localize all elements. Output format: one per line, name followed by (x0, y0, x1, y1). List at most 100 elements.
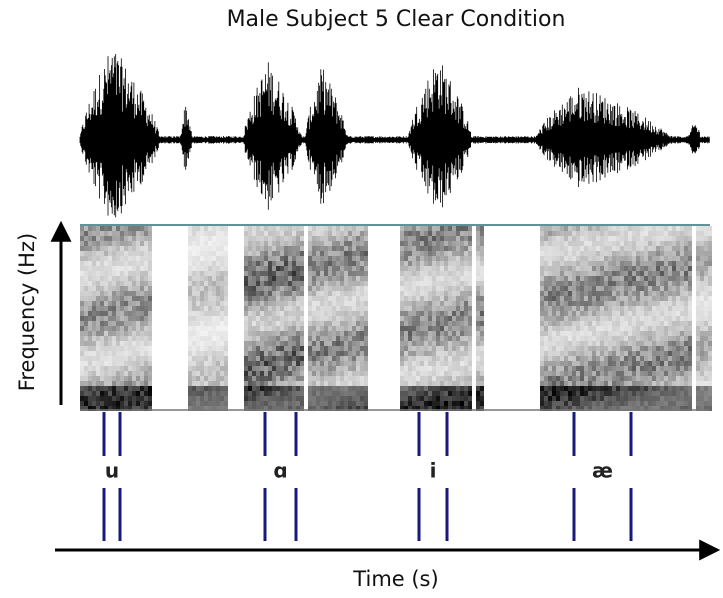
spectrogram-cell (660, 266, 664, 271)
spectrogram-cell (256, 281, 260, 286)
spectrogram-cell (400, 236, 404, 241)
spectrogram-cell (476, 366, 480, 371)
spectrogram-cell (412, 311, 416, 316)
spectrogram-cell (208, 271, 212, 276)
spectrogram-cell (364, 391, 368, 396)
spectrogram-cell (360, 331, 364, 336)
spectrogram-cell (312, 241, 316, 246)
spectrogram-cell (676, 291, 680, 296)
spectrogram-cell (680, 326, 684, 331)
spectrogram-cell (636, 296, 640, 301)
spectrogram-cell (340, 356, 344, 361)
spectrogram-cell (644, 301, 648, 306)
spectrogram-cell (272, 271, 276, 276)
spectrogram-cell (96, 226, 100, 231)
spectrogram-cell (80, 351, 84, 356)
spectrogram-cell (468, 396, 472, 401)
spectrogram-cell (460, 266, 464, 271)
spectrogram-cell (544, 301, 548, 306)
spectrogram-cell (268, 386, 272, 391)
spectrogram-cell (704, 346, 708, 351)
spectrogram-cell (672, 306, 676, 311)
spectrogram-cell (592, 326, 596, 331)
spectrogram-cell (432, 391, 436, 396)
spectrogram-cell (80, 261, 84, 266)
spectrogram-cell (596, 306, 600, 311)
spectrogram-cell (708, 396, 712, 401)
spectrogram-cell (584, 346, 588, 351)
spectrogram-cell (448, 271, 452, 276)
spectrogram-cell (344, 396, 348, 401)
spectrogram-cell (280, 251, 284, 256)
spectrogram-cell (104, 321, 108, 326)
spectrogram-cell (464, 236, 468, 241)
spectrogram-cell (328, 401, 332, 406)
spectrogram-cell (192, 291, 196, 296)
spectrogram-cell (444, 381, 448, 386)
spectrogram-cell (592, 346, 596, 351)
spectrogram-cell (640, 371, 644, 376)
spectrogram-cell (144, 316, 148, 321)
spectrogram-cell (568, 366, 572, 371)
spectrogram-cell (316, 306, 320, 311)
spectrogram-cell (344, 316, 348, 321)
spectrogram-cell (448, 326, 452, 331)
spectrogram-cell (264, 361, 268, 366)
spectrogram-cell (292, 326, 296, 331)
spectrogram-cell (404, 256, 408, 261)
spectrogram-cell (568, 296, 572, 301)
spectrogram-cell (88, 241, 92, 246)
spectrogram-cell (644, 316, 648, 321)
spectrogram-cell (580, 226, 584, 231)
spectrogram-cell (576, 226, 580, 231)
spectrogram-cell (416, 346, 420, 351)
spectrogram-cell (204, 291, 208, 296)
spectrogram-cell (344, 381, 348, 386)
spectrogram-cell (196, 281, 200, 286)
spectrogram-cell (676, 351, 680, 356)
spectrogram-cell (144, 371, 148, 376)
spectrogram-cell (604, 316, 608, 321)
spectrogram-cell (264, 341, 268, 346)
spectrogram-cell (460, 311, 464, 316)
spectrogram-cell (412, 331, 416, 336)
spectrogram-cell (624, 321, 628, 326)
spectrogram-cell (572, 286, 576, 291)
spectrogram-cell (148, 271, 152, 276)
spectrogram-cell (648, 316, 652, 321)
spectrogram-cell (628, 261, 632, 266)
spectrogram-cell (660, 311, 664, 316)
spectrogram-cell (668, 281, 672, 286)
spectrogram-cell (140, 386, 144, 391)
spectrogram-cell (208, 376, 212, 381)
spectrogram-cell (612, 321, 616, 326)
spectrogram-cell (300, 356, 304, 361)
spectrogram-cell (684, 291, 688, 296)
spectrogram-cell (672, 336, 676, 341)
spectrogram-cell (140, 396, 144, 401)
spectrogram-cell (148, 331, 152, 336)
spectrogram-cell (196, 346, 200, 351)
spectrogram-cell (452, 386, 456, 391)
spectrogram-cell (92, 356, 96, 361)
spectrogram-cell (260, 256, 264, 261)
spectrogram-cell (276, 406, 280, 411)
spectrogram-cell (296, 381, 300, 386)
spectrogram-cell (316, 296, 320, 301)
spectrogram-cell (600, 351, 604, 356)
spectrogram-cell (660, 226, 664, 231)
spectrogram-cell (128, 226, 132, 231)
spectrogram-cell (652, 371, 656, 376)
spectrogram-cell (620, 226, 624, 231)
spectrogram-cell (444, 356, 448, 361)
spectrogram-cell (196, 336, 200, 341)
spectrogram-cell (296, 261, 300, 266)
spectrogram-cell (560, 321, 564, 326)
spectrogram-cell (352, 366, 356, 371)
spectrogram-cell (540, 286, 544, 291)
spectrogram-cell (220, 381, 224, 386)
spectrogram-cell (448, 241, 452, 246)
spectrogram-cell (620, 286, 624, 291)
spectrogram-cell (296, 276, 300, 281)
spectrogram-cell (460, 361, 464, 366)
